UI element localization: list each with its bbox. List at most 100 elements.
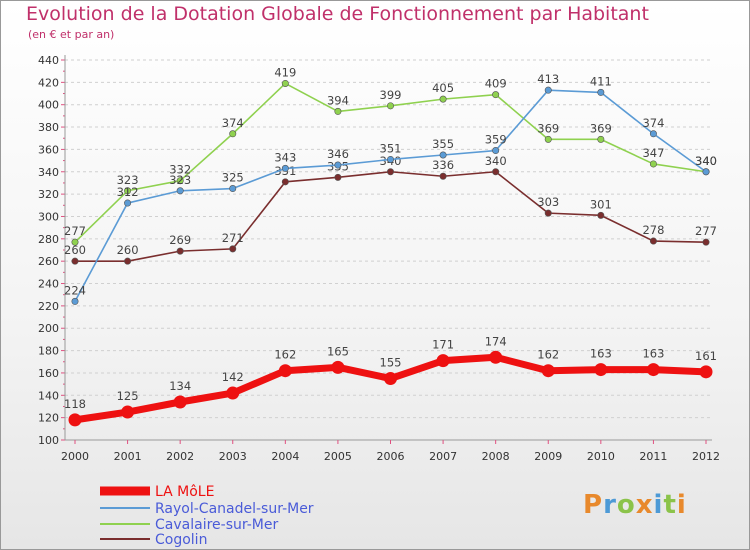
data-point xyxy=(229,185,237,193)
data-label: 346 xyxy=(327,147,349,161)
legend-label: Rayol-Canadel-sur-Mer xyxy=(155,501,314,517)
data-label: 409 xyxy=(485,77,507,91)
y-tick-label: 240 xyxy=(38,278,59,291)
legend-label: LA MôLE xyxy=(155,484,214,500)
chart-title: Evolution de la Dotation Globale de Fonc… xyxy=(26,3,649,25)
data-label: 118 xyxy=(64,397,86,411)
x-tick-label: 2006 xyxy=(377,450,405,463)
data-point xyxy=(544,135,552,143)
x-tick-label: 2004 xyxy=(271,450,299,463)
data-label: 325 xyxy=(222,171,244,185)
x-tick-label: 2001 xyxy=(114,450,142,463)
x-tick-label: 2012 xyxy=(692,450,720,463)
x-tick-label: 2002 xyxy=(166,450,194,463)
data-point xyxy=(71,257,79,265)
logo-letter: P xyxy=(583,490,604,520)
data-point xyxy=(649,237,657,245)
data-label: 171 xyxy=(432,338,454,352)
data-label: 411 xyxy=(590,74,612,88)
data-label: 336 xyxy=(432,158,454,172)
data-label: 224 xyxy=(64,283,86,297)
y-tick-label: 440 xyxy=(38,54,59,67)
data-label: 347 xyxy=(642,146,664,160)
y-tick-label: 380 xyxy=(38,121,59,134)
data-point xyxy=(597,211,605,219)
logo-letter: t xyxy=(663,490,677,520)
data-label: 343 xyxy=(274,150,296,164)
data-label: 351 xyxy=(380,141,402,155)
data-point xyxy=(229,130,237,138)
data-point xyxy=(331,360,345,374)
data-label: 278 xyxy=(642,223,664,237)
proxiti-logo: Proxiti xyxy=(583,490,687,520)
data-point xyxy=(699,365,713,379)
y-tick-label: 200 xyxy=(38,322,59,335)
data-label: 142 xyxy=(222,370,244,384)
data-point xyxy=(226,386,240,400)
data-point xyxy=(176,177,184,185)
data-point xyxy=(436,354,450,368)
chart-subtitle: (en € et par an) xyxy=(28,28,115,41)
data-label: 413 xyxy=(537,72,559,86)
data-label: 277 xyxy=(695,224,717,238)
data-point xyxy=(124,187,132,195)
x-tick-label: 2011 xyxy=(639,450,667,463)
data-point xyxy=(439,172,447,180)
data-label: 323 xyxy=(117,173,139,187)
data-point xyxy=(121,405,135,419)
data-point xyxy=(544,86,552,94)
data-label: 125 xyxy=(117,389,139,403)
data-point xyxy=(124,199,132,207)
data-point xyxy=(492,168,500,176)
data-label: 134 xyxy=(169,379,191,393)
data-point xyxy=(702,238,710,246)
y-tick-label: 340 xyxy=(38,166,59,179)
x-tick-label: 2003 xyxy=(219,450,247,463)
data-point xyxy=(439,95,447,103)
data-label: 394 xyxy=(327,93,349,107)
data-point xyxy=(492,147,500,155)
y-tick-label: 320 xyxy=(38,188,59,201)
y-tick-label: 100 xyxy=(38,434,59,447)
data-label: 369 xyxy=(590,121,612,135)
y-tick-label: 420 xyxy=(38,76,59,89)
data-point xyxy=(649,130,657,138)
data-label: 301 xyxy=(590,197,612,211)
data-point xyxy=(334,161,342,169)
x-tick-label: 2005 xyxy=(324,450,352,463)
data-point xyxy=(384,372,397,386)
logo-letter: r xyxy=(603,490,617,520)
data-point xyxy=(594,363,608,377)
data-point xyxy=(176,187,184,195)
data-point xyxy=(71,297,79,305)
logo-letter: x xyxy=(635,490,654,520)
data-point xyxy=(281,79,289,87)
data-label: 399 xyxy=(380,88,402,102)
data-label: 260 xyxy=(117,243,139,257)
y-tick-label: 220 xyxy=(38,300,59,313)
y-tick-label: 360 xyxy=(38,143,59,156)
data-point xyxy=(489,350,503,364)
logo-letter: i xyxy=(676,490,687,520)
x-tick-label: 2008 xyxy=(482,450,510,463)
x-tick-label: 2000 xyxy=(61,450,89,463)
data-label: 163 xyxy=(590,347,612,361)
data-label: 374 xyxy=(642,116,664,130)
logo-letter: o xyxy=(616,490,636,520)
data-point xyxy=(492,91,500,99)
data-label: 162 xyxy=(537,348,559,362)
y-tick-label: 140 xyxy=(38,389,59,402)
data-point xyxy=(649,160,657,168)
y-tick-label: 120 xyxy=(38,412,59,425)
logo-letter: i xyxy=(653,490,664,520)
data-point xyxy=(278,364,292,378)
data-label: 323 xyxy=(169,173,191,187)
data-label: 332 xyxy=(169,163,191,177)
data-label: 163 xyxy=(642,347,664,361)
data-label: 260 xyxy=(64,243,86,257)
data-label: 340 xyxy=(695,154,717,168)
data-point xyxy=(334,173,342,181)
y-tick-label: 400 xyxy=(38,99,59,112)
